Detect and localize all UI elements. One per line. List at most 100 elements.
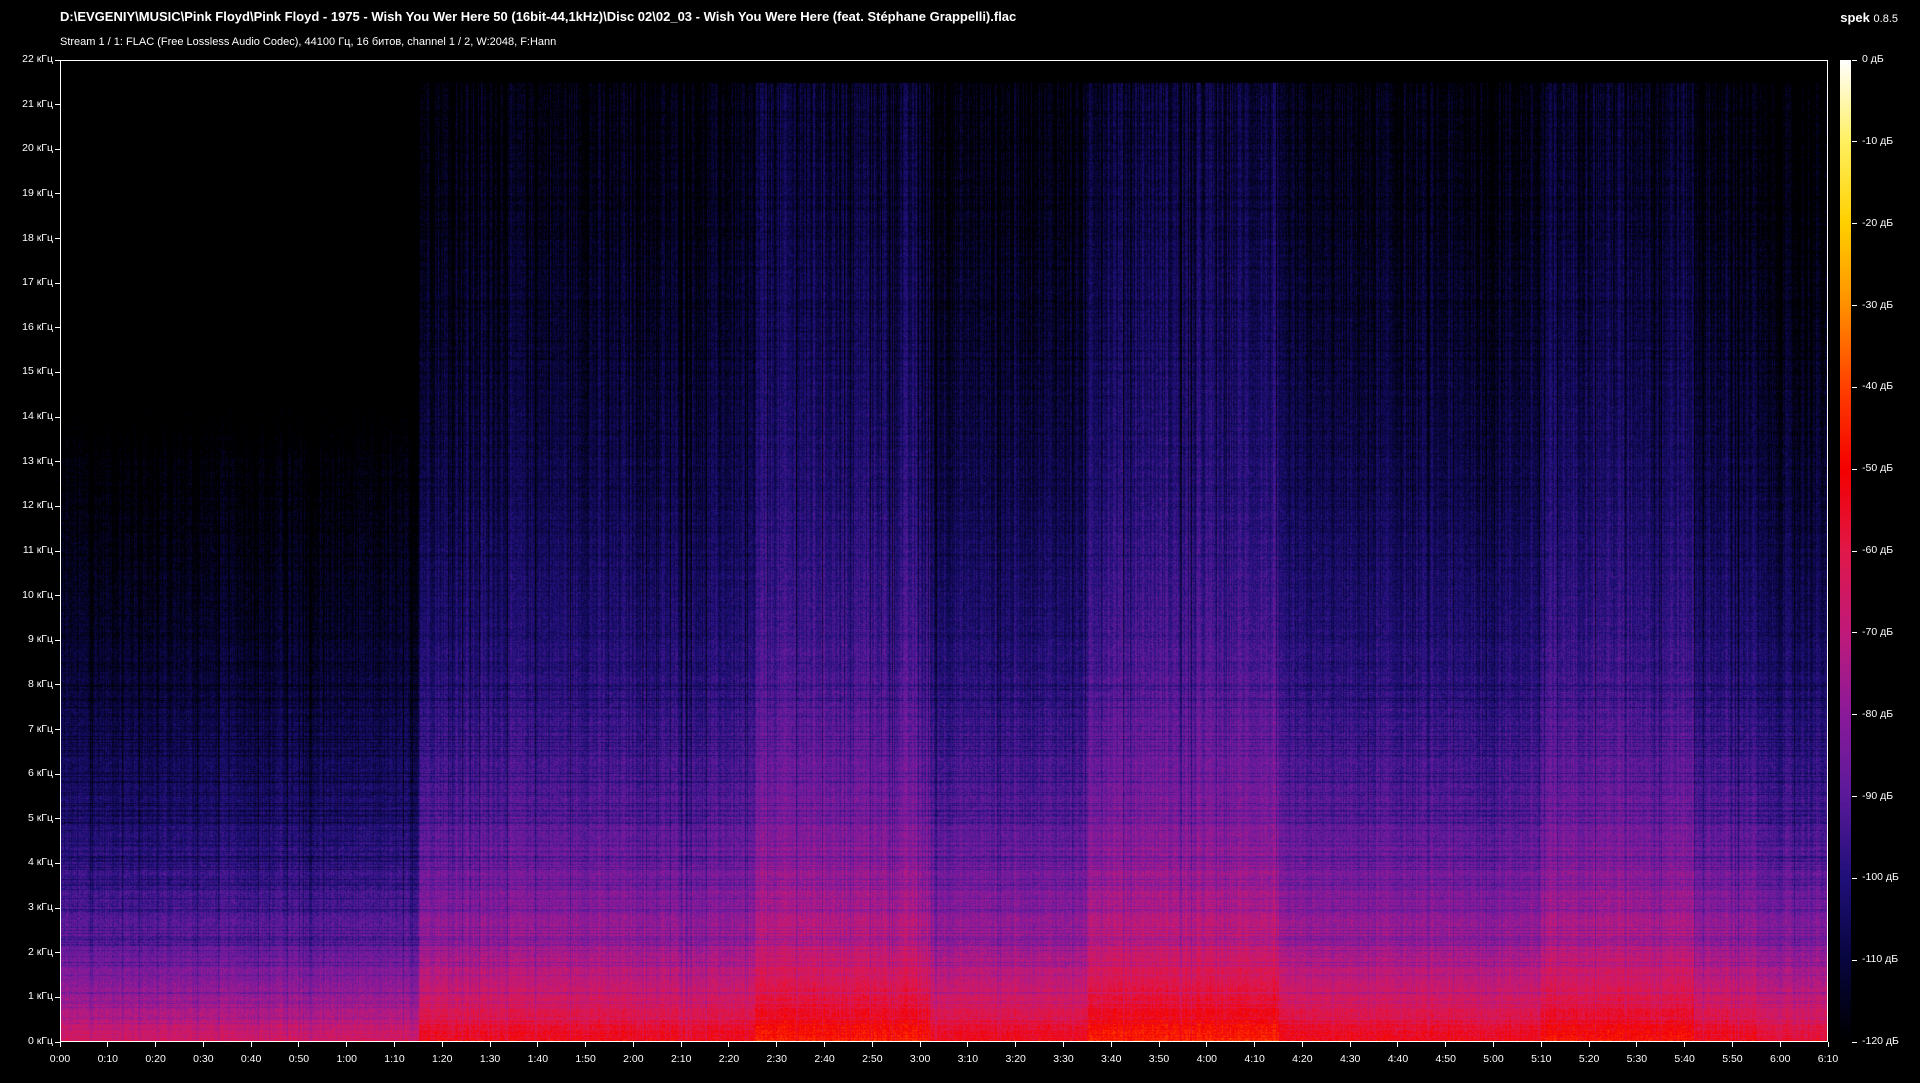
x-tick-label: 6:10 — [1817, 1053, 1839, 1065]
y-tick-label: 18 кГц — [22, 231, 53, 244]
color-scale-bar — [1840, 60, 1851, 1042]
color-tick-label: -20 дБ — [1862, 216, 1894, 229]
x-tick-label: 4:50 — [1435, 1053, 1456, 1065]
color-tick — [1852, 959, 1857, 961]
x-tick-label: 0:20 — [145, 1053, 166, 1065]
x-tick-label: 5:00 — [1483, 1053, 1504, 1065]
x-tick-label: 0:40 — [240, 1053, 262, 1065]
y-tick — [55, 104, 60, 106]
color-tick-label: -80 дБ — [1862, 707, 1894, 720]
x-tick — [1540, 1042, 1542, 1047]
x-tick-label: 4:00 — [1196, 1053, 1218, 1065]
x-tick — [632, 1042, 634, 1047]
x-tick-label: 5:40 — [1674, 1053, 1695, 1065]
x-tick-label: 1:00 — [336, 1053, 357, 1065]
y-tick — [55, 148, 60, 150]
x-tick — [155, 1042, 157, 1047]
y-tick — [55, 371, 60, 373]
x-tick — [1158, 1042, 1160, 1047]
y-tick-label: 7 кГц — [27, 722, 53, 735]
x-tick — [393, 1042, 395, 1047]
app-version: 0.8.5 — [1873, 13, 1898, 25]
y-tick — [55, 238, 60, 240]
y-tick — [55, 773, 60, 775]
y-tick — [55, 595, 60, 597]
x-tick-label: 3:40 — [1101, 1053, 1122, 1065]
x-tick-label: 5:20 — [1578, 1053, 1600, 1065]
y-tick — [55, 907, 60, 909]
y-tick-label: 21 кГц — [22, 97, 53, 110]
y-tick — [55, 996, 60, 998]
y-tick — [55, 639, 60, 641]
y-tick — [55, 59, 60, 61]
x-tick — [1110, 1042, 1112, 1047]
color-tick-label: -120 дБ — [1862, 1035, 1899, 1047]
x-tick-label: 2:00 — [623, 1053, 644, 1065]
spectrogram-heatmap[interactable] — [61, 61, 1827, 1041]
x-tick — [1827, 1042, 1829, 1047]
x-tick — [776, 1042, 778, 1047]
color-tick-label: -90 дБ — [1862, 789, 1894, 802]
y-tick — [55, 1041, 60, 1043]
x-tick — [1493, 1042, 1494, 1047]
x-tick-label: 4:10 — [1244, 1053, 1265, 1065]
color-tick-label: -40 дБ — [1862, 380, 1894, 393]
x-tick-label: 6:00 — [1769, 1053, 1791, 1065]
x-tick-label: 5:30 — [1626, 1053, 1648, 1065]
y-tick-label: 20 кГц — [22, 142, 53, 155]
x-tick-label: 1:20 — [432, 1053, 453, 1065]
x-tick — [967, 1042, 969, 1047]
y-tick-label: 6 кГц — [27, 767, 53, 780]
x-tick — [537, 1042, 539, 1047]
color-tick-label: -100 дБ — [1862, 871, 1899, 884]
y-tick-label: 15 кГц — [22, 365, 53, 378]
y-tick — [55, 327, 60, 329]
x-tick — [1731, 1042, 1733, 1047]
x-tick — [59, 1042, 61, 1047]
x-tick — [346, 1042, 348, 1047]
x-tick-label: 2:50 — [862, 1053, 883, 1065]
y-tick-label: 12 кГц — [22, 499, 53, 512]
color-tick — [1852, 305, 1857, 306]
x-tick — [1301, 1042, 1303, 1047]
color-tick-label: -10 дБ — [1862, 134, 1894, 147]
x-tick-label: 2:30 — [766, 1053, 787, 1065]
x-tick-label: 4:20 — [1292, 1053, 1313, 1065]
y-tick-label: 11 кГц — [22, 544, 53, 556]
x-tick-label: 1:50 — [575, 1053, 596, 1065]
x-tick — [1779, 1042, 1781, 1047]
y-tick — [55, 193, 60, 195]
y-tick — [55, 862, 60, 864]
x-tick-label: 1:40 — [527, 1053, 549, 1065]
color-tick-label: -50 дБ — [1862, 462, 1894, 475]
x-tick — [1349, 1042, 1351, 1047]
x-tick — [1254, 1042, 1256, 1047]
color-tick-label: -30 дБ — [1862, 298, 1894, 311]
x-tick-label: 4:30 — [1339, 1053, 1361, 1065]
x-tick-label: 3:50 — [1148, 1053, 1170, 1065]
app-brand: spek 0.8.5 — [1840, 10, 1898, 25]
x-tick — [919, 1042, 921, 1047]
y-tick-label: 13 кГц — [22, 454, 53, 467]
x-tick-label: 3:30 — [1053, 1053, 1074, 1065]
color-tick-label: 0 дБ — [1862, 53, 1884, 65]
y-tick-label: 0 кГц — [27, 1035, 53, 1047]
y-tick — [55, 818, 60, 820]
x-tick — [1588, 1042, 1590, 1047]
y-tick — [55, 505, 60, 507]
y-tick — [55, 416, 60, 418]
x-tick — [441, 1042, 443, 1047]
x-tick — [871, 1042, 873, 1047]
app-name: spek — [1840, 10, 1870, 25]
file-path-title: D:\EVGENIY\MUSIC\Pink Floyd\Pink Floyd -… — [60, 9, 1017, 24]
y-tick-label: 8 кГц — [27, 677, 53, 690]
color-tick — [1852, 468, 1857, 470]
color-tick — [1852, 386, 1857, 388]
y-tick-label: 14 кГц — [22, 410, 53, 423]
x-tick — [1684, 1042, 1686, 1047]
x-tick-label: 0:50 — [288, 1053, 310, 1065]
x-tick-label: 2:20 — [718, 1053, 740, 1065]
color-tick — [1852, 1041, 1857, 1043]
y-tick-label: 4 кГц — [27, 856, 53, 869]
x-tick — [1636, 1042, 1638, 1047]
